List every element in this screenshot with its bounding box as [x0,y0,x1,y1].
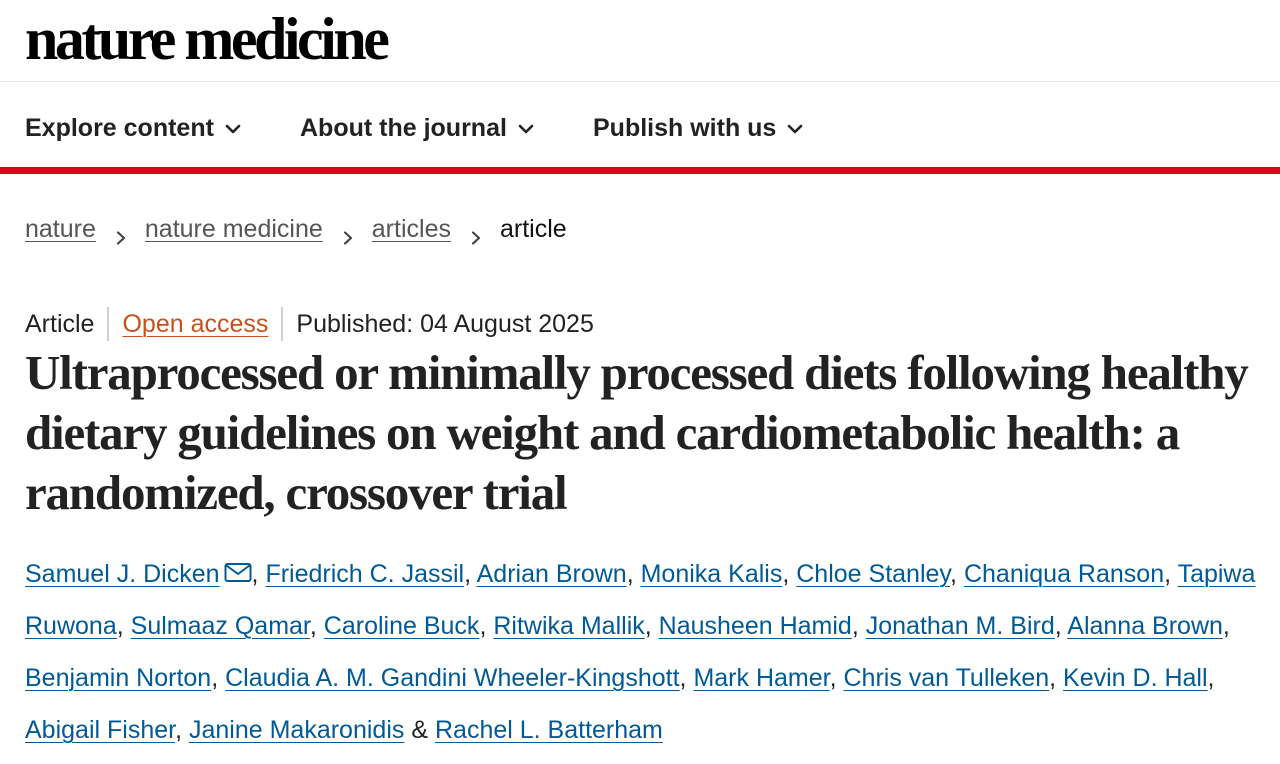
author-separator: , [782,560,790,588]
author-link[interactable]: Adrian Brown [476,560,627,588]
author-separator: , [626,560,634,588]
author-separator: , [950,560,957,588]
chevron-down-icon [518,121,534,137]
mail-icon[interactable] [224,550,252,582]
nav-explore-content[interactable]: Explore content [25,114,241,143]
author-link[interactable]: Abigail Fisher [25,716,176,744]
author-link[interactable]: Caroline Buck [323,612,480,640]
masthead: nature medicine [0,0,1280,82]
nav-publish-with-us[interactable]: Publish with us [593,114,803,143]
open-access-link[interactable]: Open access [122,309,269,338]
author-separator: , [851,612,859,640]
author-separator: , [1222,612,1230,640]
article-meta: Article Open access Published: 04 August… [25,307,594,341]
chevron-right-icon [469,223,483,245]
nav-item-label: Publish with us [593,114,777,142]
nav-about-the-journal[interactable]: About the journal [300,114,534,143]
author-separator: , [644,612,652,640]
author-link[interactable]: Mark Hamer [693,664,830,692]
author-link[interactable]: Ritwika Mallik [493,612,645,640]
breadcrumb-nature[interactable]: nature [25,215,96,243]
author-separator: , [1054,612,1062,640]
chevron-down-icon [787,121,803,137]
breadcrumb-articles[interactable]: articles [371,215,451,243]
author-link[interactable]: Tapiwa Ruwona [25,560,1256,640]
nav-item-label: Explore content [25,114,214,142]
meta-divider [281,307,284,341]
breadcrumb-current: article [499,215,567,243]
nav-item-label: About the journal [300,114,507,142]
author-separator: , [251,560,259,588]
published-date: Published: 04 August 2025 [296,309,594,338]
author-separator: , [116,612,124,640]
author-separator: , [309,612,317,640]
author-link[interactable]: Janine Makaronidis [188,716,405,744]
breadcrumb-nature-medicine[interactable]: nature medicine [144,215,323,243]
author-separator: , [829,664,837,692]
author-separator: , [464,560,472,588]
author-link[interactable]: Kevin D. Hall [1063,664,1208,692]
chevron-down-icon [225,121,241,137]
author-link[interactable]: Alanna Brown [1067,612,1223,640]
author-link[interactable]: Sulmaaz Qamar [130,612,310,640]
article-type: Article [25,309,95,338]
author-separator: , [679,664,687,692]
author-link[interactable]: Nausheen Hamid [658,612,852,640]
author-link[interactable]: Benjamin Norton [25,664,212,692]
author-link[interactable]: Samuel J. Dicken [25,560,220,588]
author-separator: , [175,716,183,744]
article-title: Ultraprocessed or minimally processed di… [25,345,1249,520]
author-separator: , [479,612,487,640]
author-link[interactable]: Rachel L. Batterham [434,716,663,744]
author-list: Samuel J. Dicken, Friedrich C. Jassil, A… [25,548,1260,756]
author-link[interactable]: Chris van Tulleken [843,664,1050,692]
author-link[interactable]: Claudia A. M. Gandini Wheeler-Kingshott [225,664,680,692]
author-link[interactable]: Chaniqua Ranson [963,560,1165,588]
main-nav: Explore content About the journal Publis… [0,82,1280,174]
author-link[interactable]: Monika Kalis [640,560,783,588]
journal-logo[interactable]: nature medicine [25,6,390,72]
meta-divider [107,307,110,341]
author-separator: , [1207,664,1215,692]
author-final-separator: & [411,716,429,744]
author-separator: , [1164,560,1172,588]
author-link[interactable]: Friedrich C. Jassil [265,560,465,588]
chevron-right-icon [114,223,128,245]
chevron-right-icon [341,223,355,245]
breadcrumb: nature nature medicine articles article [25,215,567,245]
author-link[interactable]: Jonathan M. Bird [865,612,1055,640]
author-link[interactable]: Chloe Stanley [796,560,951,588]
author-separator: , [1049,664,1057,692]
author-separator: , [211,664,219,692]
